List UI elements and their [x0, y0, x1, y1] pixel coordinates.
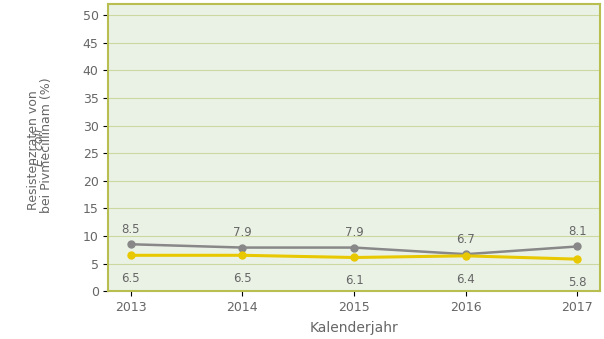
Text: 7.9: 7.9 — [233, 226, 252, 239]
Text: E. coli: E. coli — [33, 129, 46, 166]
Text: 7.9: 7.9 — [345, 226, 364, 239]
Text: 5.8: 5.8 — [568, 276, 586, 289]
Text: 6.1: 6.1 — [345, 274, 364, 287]
Text: 8.1: 8.1 — [568, 225, 587, 238]
Text: bei Pivmecillinam (%): bei Pivmecillinam (%) — [40, 78, 53, 218]
Text: 6.5: 6.5 — [233, 272, 252, 285]
Text: 6.5: 6.5 — [121, 272, 140, 285]
Text: 8.5: 8.5 — [121, 223, 140, 236]
Text: Resistenzraten von: Resistenzraten von — [27, 86, 40, 210]
Text: 6.4: 6.4 — [457, 273, 475, 285]
Text: 6.7: 6.7 — [457, 233, 475, 246]
X-axis label: Kalenderjahr: Kalenderjahr — [310, 321, 399, 335]
